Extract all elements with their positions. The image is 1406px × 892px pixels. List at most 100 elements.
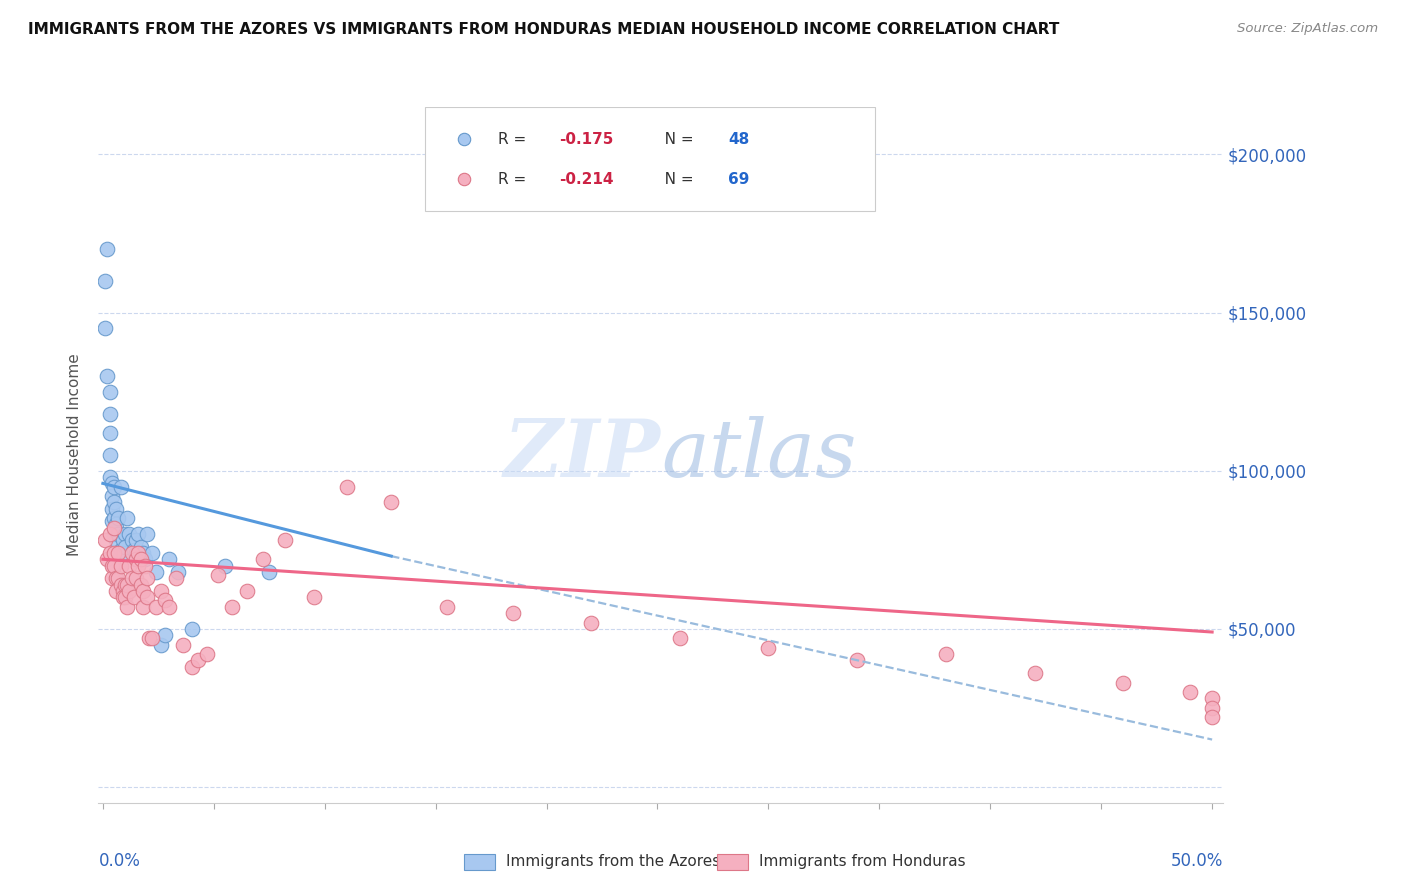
Point — [111, 546, 134, 560]
Point — [1178, 685, 1201, 699]
Point — [145, 565, 167, 579]
Text: R =: R = — [498, 132, 531, 147]
Point — [145, 599, 167, 614]
Point — [579, 615, 602, 630]
Point — [153, 593, 176, 607]
Point — [813, 780, 835, 794]
Text: Immigrants from Honduras: Immigrants from Honduras — [759, 855, 966, 869]
Point — [136, 591, 159, 605]
Point — [132, 546, 155, 560]
Text: 50.0%: 50.0% — [1171, 852, 1223, 870]
Text: N =: N = — [650, 171, 697, 186]
Point — [127, 558, 149, 573]
Point — [1201, 710, 1223, 724]
Point — [125, 546, 148, 560]
Point — [1112, 675, 1135, 690]
Point — [103, 479, 125, 493]
Point — [98, 448, 121, 462]
Point — [129, 577, 152, 591]
Point — [100, 514, 122, 528]
Point — [149, 638, 172, 652]
Text: -0.214: -0.214 — [560, 171, 614, 186]
Point — [165, 571, 187, 585]
Point — [105, 501, 128, 516]
Point — [110, 542, 132, 557]
Point — [502, 606, 524, 620]
Point — [172, 638, 194, 652]
Point — [138, 632, 160, 646]
Point — [105, 583, 128, 598]
Point — [103, 495, 125, 509]
Text: Immigrants from the Azores: Immigrants from the Azores — [506, 855, 720, 869]
Point — [98, 546, 121, 560]
Point — [380, 495, 402, 509]
Text: R =: R = — [498, 171, 531, 186]
Point — [207, 568, 229, 582]
Point — [935, 647, 957, 661]
Point — [252, 552, 274, 566]
Point — [1024, 666, 1046, 681]
Point — [136, 527, 159, 541]
Point — [96, 243, 118, 257]
Point — [118, 558, 141, 573]
Point — [758, 640, 780, 655]
Text: -0.175: -0.175 — [560, 132, 614, 147]
Point — [100, 501, 122, 516]
Point — [110, 479, 132, 493]
Point — [141, 632, 163, 646]
Point — [157, 552, 180, 566]
Point — [274, 533, 297, 548]
Point — [103, 558, 125, 573]
Point — [125, 533, 148, 548]
Point — [180, 660, 202, 674]
Point — [134, 552, 156, 566]
Point — [153, 628, 176, 642]
Point — [302, 591, 325, 605]
Point — [129, 552, 152, 566]
Point — [180, 622, 202, 636]
Point — [105, 533, 128, 548]
Point — [129, 540, 152, 554]
Point — [668, 632, 690, 646]
Point — [110, 558, 132, 573]
Point — [117, 577, 139, 591]
Point — [98, 527, 121, 541]
Point — [1201, 691, 1223, 706]
Text: atlas: atlas — [661, 417, 856, 493]
Point — [336, 479, 359, 493]
Point — [98, 425, 121, 440]
Point — [118, 527, 141, 541]
Point — [132, 599, 155, 614]
Point — [122, 591, 145, 605]
Point — [114, 540, 136, 554]
Point — [100, 558, 122, 573]
Point — [103, 521, 125, 535]
Point — [157, 599, 180, 614]
Point — [257, 565, 280, 579]
Point — [136, 571, 159, 585]
Point — [100, 476, 122, 491]
Point — [103, 527, 125, 541]
Point — [141, 546, 163, 560]
Text: 48: 48 — [728, 132, 749, 147]
Point — [111, 591, 134, 605]
Point — [114, 527, 136, 541]
Point — [118, 583, 141, 598]
Point — [121, 571, 143, 585]
Point — [195, 647, 218, 661]
Text: IMMIGRANTS FROM THE AZORES VS IMMIGRANTS FROM HONDURAS MEDIAN HOUSEHOLD INCOME C: IMMIGRANTS FROM THE AZORES VS IMMIGRANTS… — [28, 22, 1060, 37]
Point — [98, 470, 121, 484]
Point — [122, 542, 145, 557]
Point — [94, 274, 117, 288]
Point — [125, 571, 148, 585]
Point — [96, 368, 118, 383]
Point — [107, 527, 129, 541]
Point — [107, 571, 129, 585]
Point — [214, 558, 236, 573]
Text: 0.0%: 0.0% — [98, 852, 141, 870]
Point — [134, 558, 156, 573]
Text: 69: 69 — [728, 171, 749, 186]
FancyBboxPatch shape — [425, 107, 875, 211]
Point — [813, 780, 835, 794]
Point — [149, 583, 172, 598]
